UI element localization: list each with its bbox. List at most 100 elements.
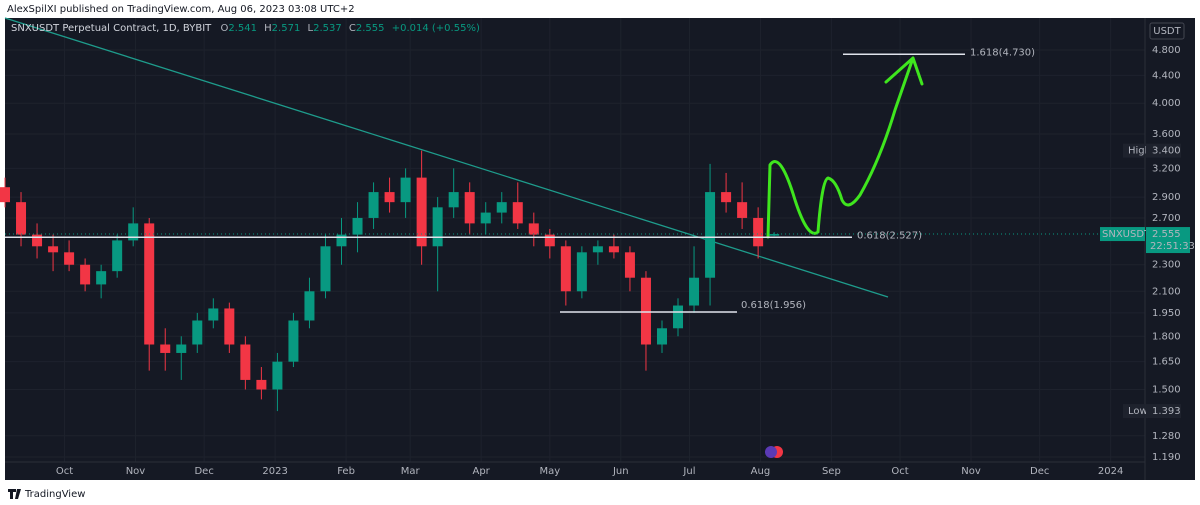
candle-body [384,192,395,203]
x-tick-label: Apr [472,466,490,477]
candle-body [480,212,491,224]
candle-body [560,246,571,292]
candle-body [128,223,139,241]
x-tick-label: May [539,466,560,477]
candle-body [673,305,684,329]
marker-price: 1.393 [1152,406,1181,417]
candle-body [240,344,251,380]
publisher: AlexSpilXI published on TradingView.com,… [7,4,355,15]
candle-body [512,202,523,224]
symbol-box [1100,227,1145,242]
brand: TradingView [24,489,85,500]
candle-body [576,252,587,292]
candle-body [80,264,91,285]
candle-body [336,234,347,247]
trend-line [4,17,889,298]
y-tick-label: 3.200 [1152,163,1181,174]
candle-body [112,240,123,272]
candle-body [160,344,171,353]
x-tick-label: Oct [891,466,908,477]
x-tick-label: 2023 [262,466,287,477]
marker-name: Low [1128,406,1148,417]
candle-body [721,192,732,203]
candle-body [48,246,59,253]
x-tick-label: Aug [751,466,771,477]
candle-body [496,202,507,213]
currency: USDT [1153,26,1181,37]
last-price: 2.555 [1152,229,1181,240]
y-tick-label: 2.700 [1152,213,1181,224]
marker-name: High [1128,146,1151,157]
ohlc-label: H [264,23,272,34]
level-label: 0.618(2.527) [857,230,922,241]
candle-body [320,246,331,292]
marker-price-box [1146,143,1181,158]
candle-body [416,177,427,247]
candle-body [432,207,443,247]
countdown: 22:51:33 [1150,241,1195,252]
candle-body [400,177,411,203]
last-price-box [1146,227,1190,254]
candle-body [753,217,764,247]
x-tick-label: Jul [682,466,695,477]
candle-body [64,252,75,265]
candle-body [32,234,43,247]
marker-name-box [1123,143,1145,158]
candle-body [544,234,555,247]
candle-body [656,328,667,345]
ohlc-value: 2.571 [272,23,301,34]
y-tick-label: 1.280 [1152,431,1181,442]
marker-price: 3.400 [1152,146,1181,157]
candle-body [592,246,603,253]
y-tick-label: 2.900 [1152,192,1181,203]
candle-body [224,308,235,345]
y-tick-label: 3.600 [1152,129,1181,140]
candle-body [368,192,379,218]
x-tick-label: Oct [56,466,73,477]
ohlc-label: L [308,23,314,34]
level-label: 1.618(4.730) [970,47,1035,58]
symbol: SNXUSDT.P [1102,229,1158,240]
candle-body [192,320,203,345]
ohlc-value: 2.555 [356,23,385,34]
candle-body [689,277,700,306]
candle-body [176,344,187,353]
candle-body [464,192,475,224]
y-tick-label: 1.650 [1152,357,1181,368]
marker-price-box [1146,404,1181,419]
candle-body [737,202,748,218]
x-tick-label: Mar [401,466,421,477]
candle-body [528,223,539,235]
x-tick-label: Nov [126,466,146,477]
candle-body [769,234,780,236]
x-tick-label: 2024 [1098,466,1123,477]
brand-logo [8,489,21,499]
ohlc-label: C [349,23,356,34]
event-icon [765,446,777,458]
candle-body [272,361,283,390]
y-tick-label: 1.950 [1152,308,1181,319]
y-tick-label: 4.400 [1152,70,1181,81]
y-tick-label: 2.300 [1152,260,1181,271]
y-tick-label: 4.000 [1152,98,1181,109]
y-tick-label: 1.500 [1152,384,1181,395]
candle-body [144,223,155,345]
plot [0,150,780,412]
candle-body [448,192,459,208]
change: +0.014 (+0.55%) [392,23,480,34]
candle-body [705,192,716,278]
grid [5,18,1145,462]
candle-body [288,320,299,362]
x-tick-label: Sep [822,466,841,477]
ohlc-value: 2.541 [228,23,257,34]
ohlc-value: 2.537 [313,23,342,34]
ohlc-label: O [220,23,228,34]
symbol-title: SNXUSDT Perpetual Contract, 1D, BYBIT [11,23,212,34]
y-tick-label: 2.100 [1152,286,1181,297]
y-tick-label: 4.800 [1152,45,1181,56]
y-tick-label: 1.800 [1152,331,1181,342]
x-tick-label: Dec [194,466,213,477]
candle-body [16,202,27,235]
